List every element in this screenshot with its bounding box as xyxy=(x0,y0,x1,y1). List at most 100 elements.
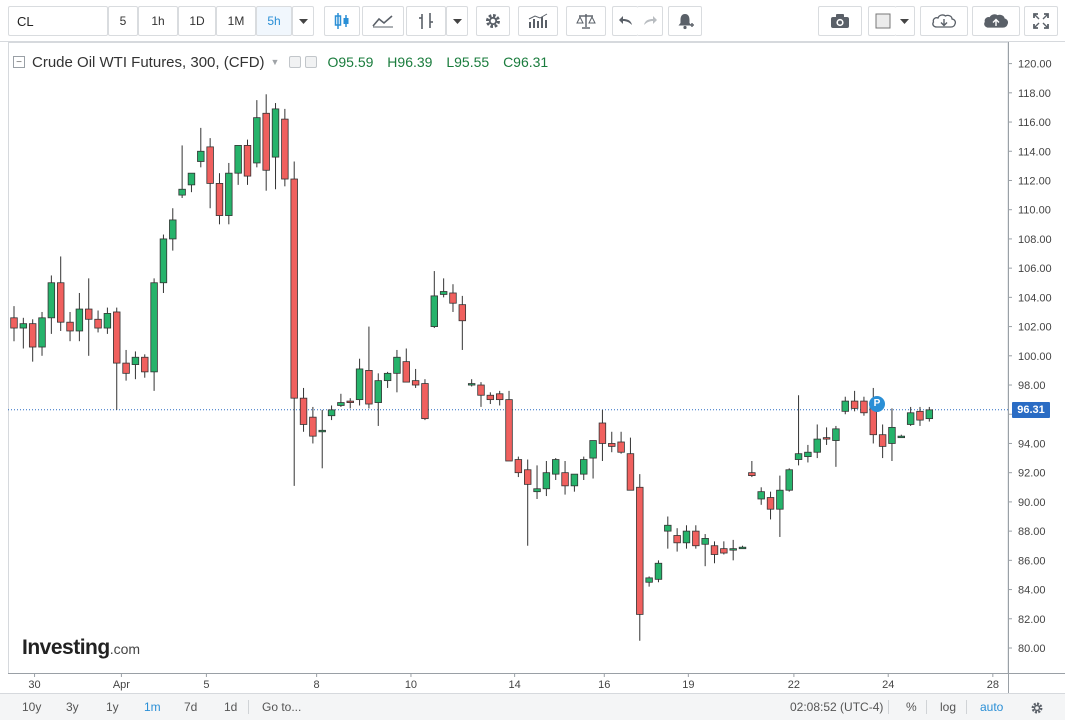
range-1d-button[interactable]: 1d xyxy=(224,700,238,714)
camera-icon[interactable] xyxy=(818,6,862,36)
price-tick-label: 106.00 xyxy=(1018,263,1052,275)
settings-gear-icon[interactable] xyxy=(476,6,510,36)
candle-body xyxy=(187,172,196,186)
candle-body xyxy=(757,491,765,500)
candle-body xyxy=(131,356,140,365)
chart-area[interactable]: 80.00 82.00 84.00 86.00 88.00 90.00 92.00 94.00… xyxy=(8,42,1065,694)
candle-body xyxy=(281,118,289,180)
candle-body xyxy=(477,384,485,396)
interval-1d-button[interactable]: 1D xyxy=(178,6,216,36)
alert-icon[interactable] xyxy=(668,6,702,36)
fullscreen-icon[interactable] xyxy=(1024,6,1058,36)
price-tick-label: 94.00 xyxy=(1018,438,1046,450)
price-tick-label: 86.00 xyxy=(1018,555,1046,567)
cloud-download-icon[interactable] xyxy=(920,6,968,36)
candle-body xyxy=(355,368,364,401)
range-1y-button[interactable]: 1y xyxy=(106,700,119,714)
candle-body xyxy=(47,282,56,319)
settings-gear-icon[interactable] xyxy=(1024,694,1050,720)
candle-body xyxy=(243,145,252,177)
candle-body xyxy=(178,188,186,196)
goto-date-button[interactable]: Go to... xyxy=(262,700,302,714)
candle-body xyxy=(906,412,915,425)
candle-body xyxy=(748,472,756,477)
candle-body xyxy=(169,219,177,240)
candles-icon[interactable] xyxy=(324,6,360,36)
undo-icon[interactable] xyxy=(612,6,638,36)
top-toolbar: CL 5 1h 1D 1M 5h xyxy=(0,0,1065,42)
interval-1h-button[interactable]: 1h xyxy=(138,6,178,36)
compare-scale-icon[interactable] xyxy=(566,6,606,36)
range-10y-button[interactable]: 10y xyxy=(22,700,42,714)
color-dropdown-icon[interactable] xyxy=(895,6,915,36)
indicators-icon[interactable] xyxy=(406,6,446,36)
auto-scale-toggle[interactable]: auto xyxy=(980,700,1004,714)
candle-body xyxy=(309,416,317,437)
divider xyxy=(966,700,967,714)
time-tick-label: Apr xyxy=(113,679,130,691)
high-value: H96.39 xyxy=(387,54,433,70)
candle-body xyxy=(542,472,551,490)
candle-body xyxy=(514,459,523,474)
divider xyxy=(248,700,249,714)
candle-body xyxy=(692,530,700,547)
interval-dropdown-icon[interactable] xyxy=(292,6,314,36)
candle-body xyxy=(122,362,130,374)
legend-title: Crude Oil WTI Futures, 300, (CFD) xyxy=(32,53,265,71)
candle-body xyxy=(85,308,93,320)
candle-body xyxy=(19,323,28,329)
range-3y-button[interactable]: 3y xyxy=(66,700,79,714)
time-tick-label: 8 xyxy=(314,679,320,691)
candle-body xyxy=(327,409,336,417)
candle-body xyxy=(28,323,37,348)
redo-icon[interactable] xyxy=(637,6,663,36)
studies-icon[interactable] xyxy=(518,6,558,36)
candle-body xyxy=(570,473,579,487)
range-1m-button[interactable]: 1m xyxy=(144,700,161,714)
divider xyxy=(888,700,889,714)
time-tick-label: 16 xyxy=(598,679,610,691)
chart-type-dropdown-icon[interactable] xyxy=(446,6,468,36)
series-settings-icon[interactable] xyxy=(305,56,318,68)
candle-body xyxy=(533,488,541,493)
symbol-search-input[interactable]: CL xyxy=(8,6,108,36)
candle-body xyxy=(888,426,896,444)
candle-body xyxy=(636,486,644,615)
price-tick-label: 114.00 xyxy=(1018,146,1051,158)
candle-body xyxy=(878,434,887,447)
price-tick-label: 118.00 xyxy=(1018,88,1051,100)
candle-body xyxy=(813,438,821,453)
percent-scale-toggle[interactable]: % xyxy=(906,700,917,714)
candle-body xyxy=(897,435,905,439)
interval-1m-button[interactable]: 1M xyxy=(216,6,256,36)
candle-body xyxy=(916,410,924,421)
candle-body xyxy=(383,372,392,382)
price-tick-label: 110.00 xyxy=(1018,205,1051,217)
interval-5-button[interactable]: 5 xyxy=(108,6,138,36)
cloud-upload-icon[interactable] xyxy=(972,6,1020,36)
candle-body xyxy=(374,380,382,403)
candle-body xyxy=(738,546,747,550)
log-scale-toggle[interactable]: log xyxy=(940,700,957,714)
line-chart-icon[interactable] xyxy=(362,6,404,36)
candle-body xyxy=(393,356,401,374)
range-7d-button[interactable]: 7d xyxy=(184,700,198,714)
color-square-icon[interactable] xyxy=(868,6,896,36)
candle-body xyxy=(785,469,793,491)
candle-body xyxy=(75,308,84,332)
candlestick-chart[interactable]: 80.00 82.00 84.00 86.00 88.00 90.00 92.00 94.00… xyxy=(8,42,1065,694)
candle-body xyxy=(150,282,158,373)
hide-series-icon[interactable] xyxy=(289,56,302,68)
candle-body xyxy=(337,402,345,406)
candle-body xyxy=(467,383,476,386)
interval-5h-button[interactable]: 5h xyxy=(256,6,292,36)
candle-body xyxy=(402,361,410,383)
candle-body xyxy=(159,238,168,284)
candle-body xyxy=(925,409,934,420)
price-tick-label: 102.00 xyxy=(1018,322,1052,334)
candle-body xyxy=(841,400,849,412)
legend-dropdown-icon[interactable]: ▼ xyxy=(270,57,280,67)
collapse-legend-icon[interactable]: − xyxy=(13,56,25,68)
event-marker-icon[interactable]: P xyxy=(869,396,885,412)
time-tick-label: 24 xyxy=(882,679,894,691)
